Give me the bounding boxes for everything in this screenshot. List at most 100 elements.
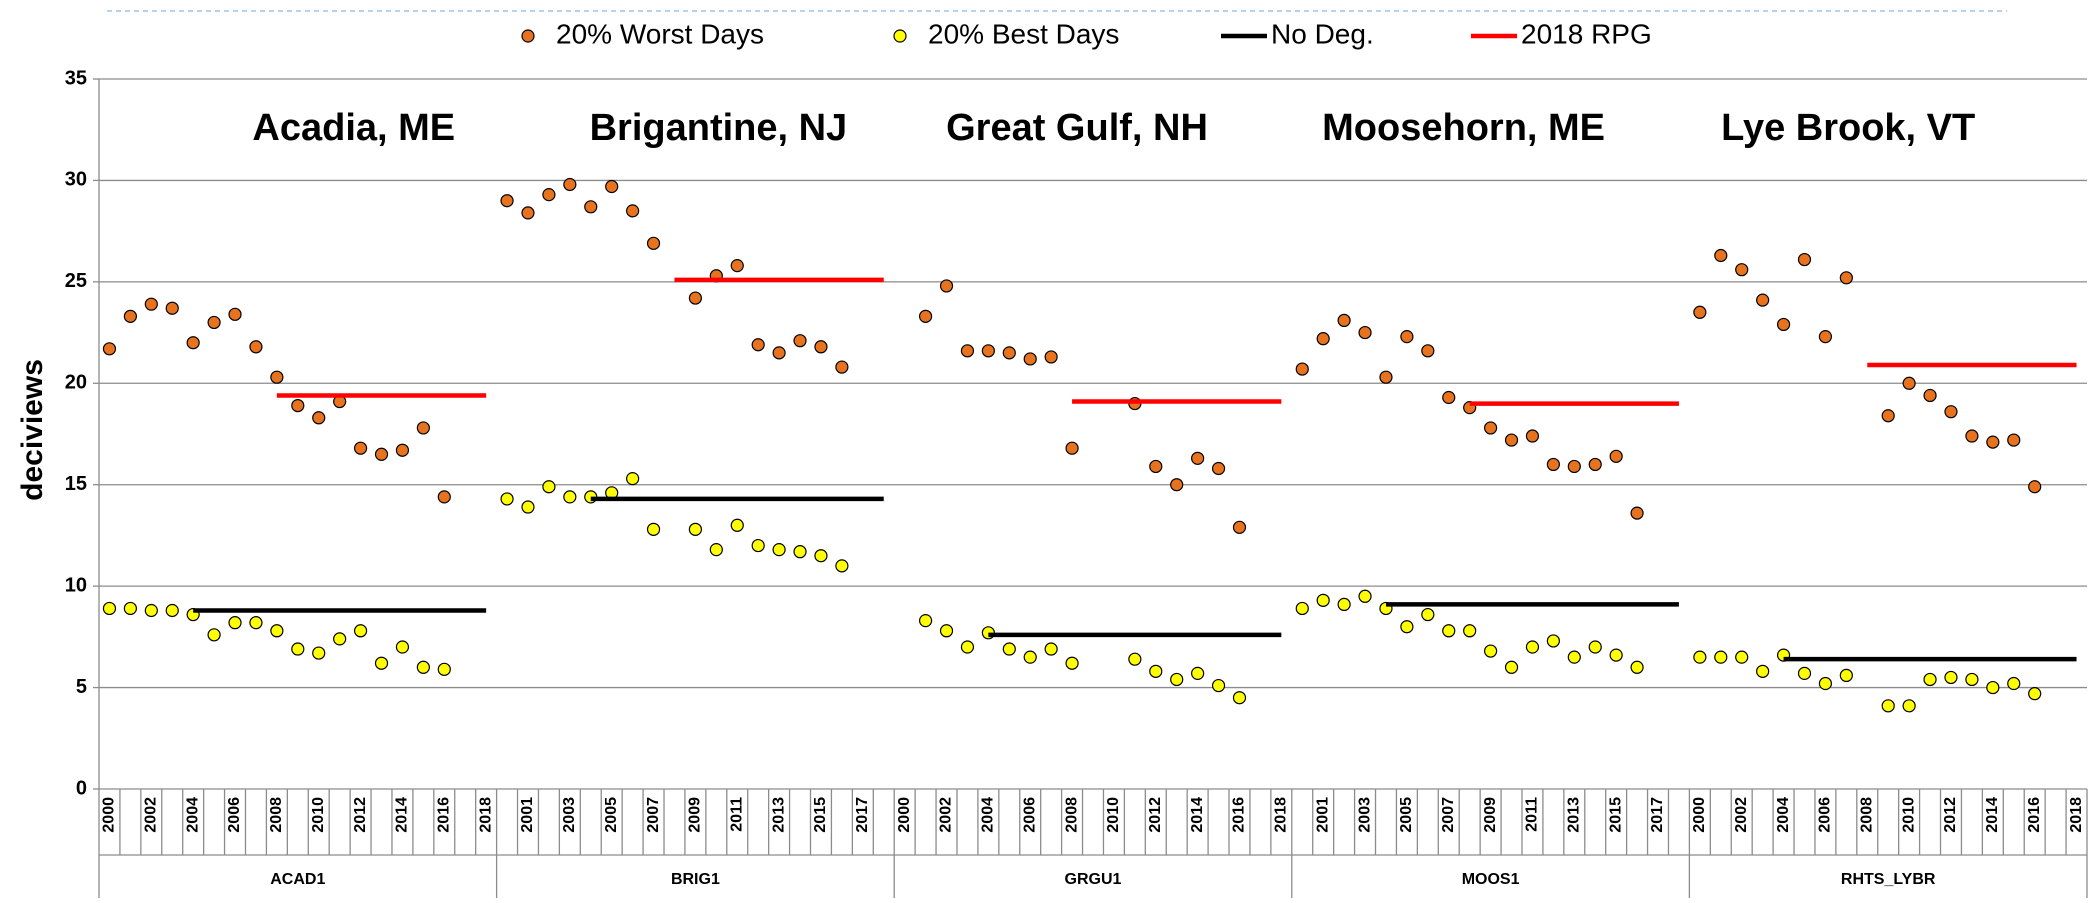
point	[1902, 376, 1916, 390]
point	[1400, 620, 1414, 634]
point	[123, 601, 137, 616]
point	[1776, 317, 1791, 332]
point	[1609, 449, 1623, 463]
point	[312, 411, 326, 425]
point	[165, 603, 179, 618]
point	[1546, 457, 1560, 472]
legend-label: No Deg.	[1271, 18, 1374, 49]
point	[563, 177, 577, 192]
x-tick-label: 2017	[1649, 797, 1666, 833]
point	[1965, 672, 1979, 687]
point	[500, 492, 514, 506]
point	[270, 370, 284, 384]
point	[1065, 441, 1079, 455]
point	[1211, 678, 1226, 693]
point	[688, 522, 703, 536]
point	[1379, 370, 1393, 384]
point	[270, 624, 284, 638]
point	[416, 421, 430, 435]
x-tick-label: 2012	[1147, 797, 1164, 833]
point	[1567, 459, 1581, 474]
point	[102, 342, 117, 356]
point	[1756, 293, 1770, 307]
point	[542, 188, 556, 202]
point	[521, 206, 535, 220]
site-title: Lye Brook, VT	[1721, 107, 1975, 149]
point	[1714, 650, 1728, 664]
point	[2007, 433, 2021, 447]
point	[207, 315, 221, 330]
x-tick-label: 2006	[1021, 797, 1038, 833]
point	[1546, 634, 1560, 648]
point	[228, 307, 242, 321]
x-tick-label: 2006	[1817, 797, 1834, 833]
point	[772, 346, 786, 360]
site-title: Moosehorn, ME	[1322, 107, 1605, 149]
point	[1504, 433, 1519, 447]
point	[1232, 520, 1247, 534]
point	[2028, 480, 2042, 494]
x-tick-label: 2005	[1398, 797, 1415, 833]
point	[374, 656, 389, 670]
point	[144, 603, 158, 618]
point	[1442, 624, 1456, 638]
point	[1400, 330, 1414, 344]
x-tick-label: 2007	[1440, 797, 1457, 833]
point	[1002, 346, 1016, 360]
point	[1023, 352, 1037, 366]
point	[1735, 650, 1749, 664]
point	[1693, 650, 1707, 664]
point	[102, 601, 117, 616]
x-tick-label: 2011	[728, 797, 745, 832]
point	[2007, 676, 2021, 691]
y-axis-label: deciviews	[16, 359, 49, 501]
point	[1902, 699, 1916, 713]
point	[1818, 330, 1833, 344]
x-tick-label: 2008	[1858, 797, 1875, 833]
site-title: Brigantine, NJ	[590, 107, 848, 149]
group-label: GRGU1	[1065, 871, 1122, 888]
legend-label: 20% Worst Days	[556, 18, 764, 49]
point	[1735, 263, 1749, 277]
point	[1756, 664, 1770, 678]
point	[1316, 593, 1330, 607]
x-tick-label: 2009	[1482, 797, 1499, 833]
point	[1211, 461, 1226, 476]
point	[353, 624, 368, 638]
x-tick-label: 2004	[184, 797, 201, 833]
point	[374, 447, 389, 461]
x-tick-label: 2012	[1942, 797, 1959, 833]
x-tick-label: 2015	[1607, 797, 1624, 833]
point	[1295, 362, 1309, 376]
point	[1965, 429, 1979, 443]
x-tick-label: 2010	[1105, 797, 1122, 833]
point	[1023, 650, 1037, 664]
point	[1588, 640, 1602, 654]
point	[249, 616, 263, 630]
point	[563, 490, 577, 504]
point	[207, 628, 221, 642]
point	[1170, 672, 1184, 687]
point	[1630, 506, 1644, 520]
point	[1002, 642, 1016, 656]
point	[1232, 691, 1247, 705]
point	[1337, 313, 1351, 327]
x-tick-label: 2004	[980, 797, 997, 833]
point	[1065, 656, 1079, 670]
point	[500, 194, 514, 208]
point	[1944, 405, 1958, 419]
point	[165, 301, 179, 315]
point	[730, 259, 744, 273]
point	[709, 543, 723, 557]
y-tick-label: 30	[65, 169, 87, 191]
point	[1609, 648, 1623, 662]
point	[1170, 478, 1184, 492]
point	[1421, 607, 1435, 622]
x-tick-label: 2001	[1314, 797, 1331, 833]
x-tick-label: 2018	[1273, 797, 1290, 833]
point	[1463, 624, 1477, 638]
point	[291, 399, 305, 413]
x-tick-label: 2014	[394, 797, 411, 833]
x-tick-label: 2000	[101, 797, 118, 833]
